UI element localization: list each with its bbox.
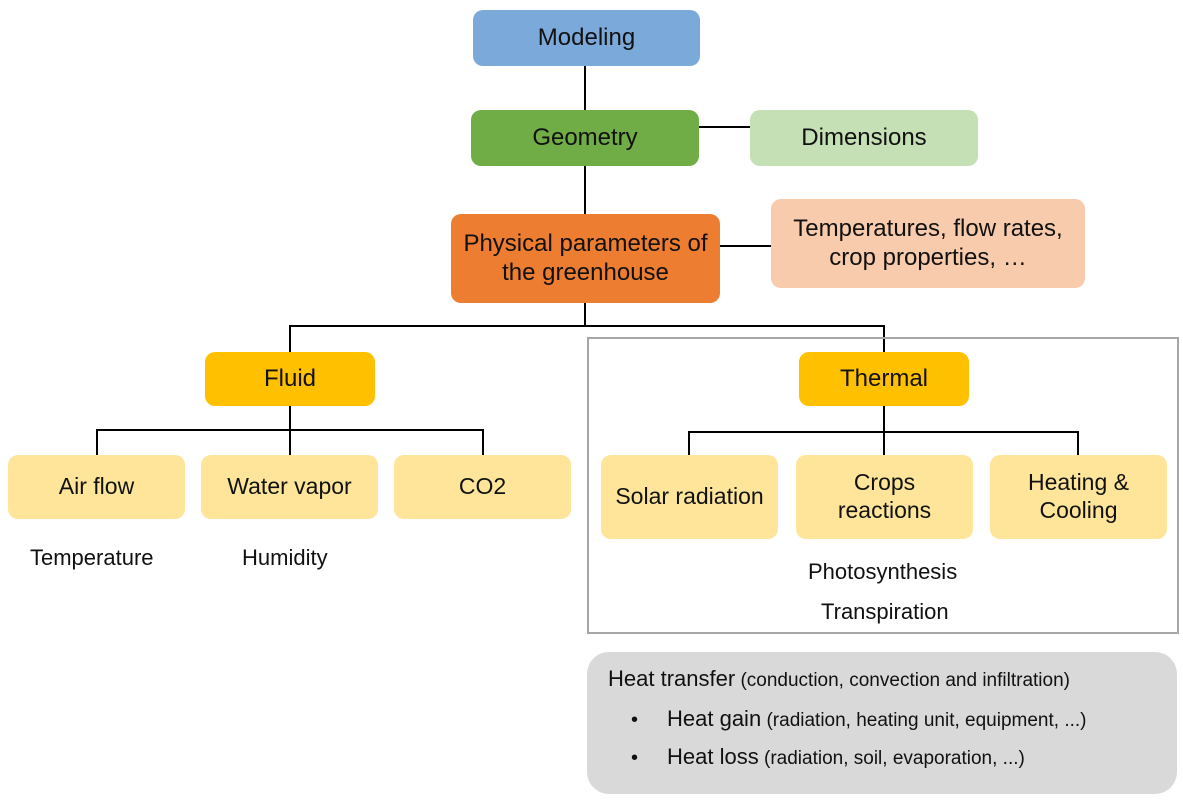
heat-transfer-title: Heat transfer (conduction, convection an…	[608, 666, 1177, 692]
node-water-vapor: Water vapor	[201, 455, 378, 519]
node-crops-reactions: Crops reactions	[796, 455, 973, 539]
node-geometry: Geometry	[471, 110, 699, 166]
node-solar-radiation: Solar radiation	[601, 455, 778, 539]
node-co2: CO2	[394, 455, 571, 519]
label-humidity: Humidity	[242, 545, 328, 570]
bullet-heat-gain: •	[631, 709, 639, 731]
heat-loss-item: • Heat loss (radiation, soil, evaporatio…	[631, 744, 1177, 770]
heat-transfer-title-main: Heat transfer	[608, 666, 736, 691]
heat-transfer-panel: Heat transfer (conduction, convection an…	[587, 652, 1177, 794]
node-heating-cooling: Heating & Cooling	[990, 455, 1167, 539]
thermal-group-frame	[587, 337, 1179, 634]
label-photosynthesis: Photosynthesis	[808, 559, 958, 584]
heat-loss-detail: (radiation, soil, evaporation, ...)	[758, 748, 1025, 769]
line-branch-fluid-thermal	[289, 325, 885, 352]
heat-transfer-title-detail: (conduction, convection and infiltration…	[735, 670, 1070, 691]
node-fluid: Fluid	[205, 352, 375, 406]
bullet-heat-loss: •	[631, 747, 639, 769]
heat-loss-main: Heat loss	[667, 744, 759, 769]
node-modeling: Modeling	[473, 10, 700, 66]
node-physical-parameters: Physical parameters of the greenhouse	[451, 214, 720, 303]
node-physical-details: Temperatures, flow rates, crop propertie…	[771, 199, 1085, 288]
heat-gain-main: Heat gain	[667, 706, 762, 731]
heat-gain-detail: (radiation, heating unit, equipment, ...…	[761, 710, 1087, 731]
heat-gain-item: • Heat gain (radiation, heating unit, eq…	[631, 706, 1177, 732]
node-dimensions: Dimensions	[750, 110, 978, 166]
label-transpiration: Transpiration	[821, 599, 949, 624]
label-temperature: Temperature	[30, 545, 154, 570]
node-thermal: Thermal	[799, 352, 969, 406]
node-air-flow: Air flow	[8, 455, 185, 519]
